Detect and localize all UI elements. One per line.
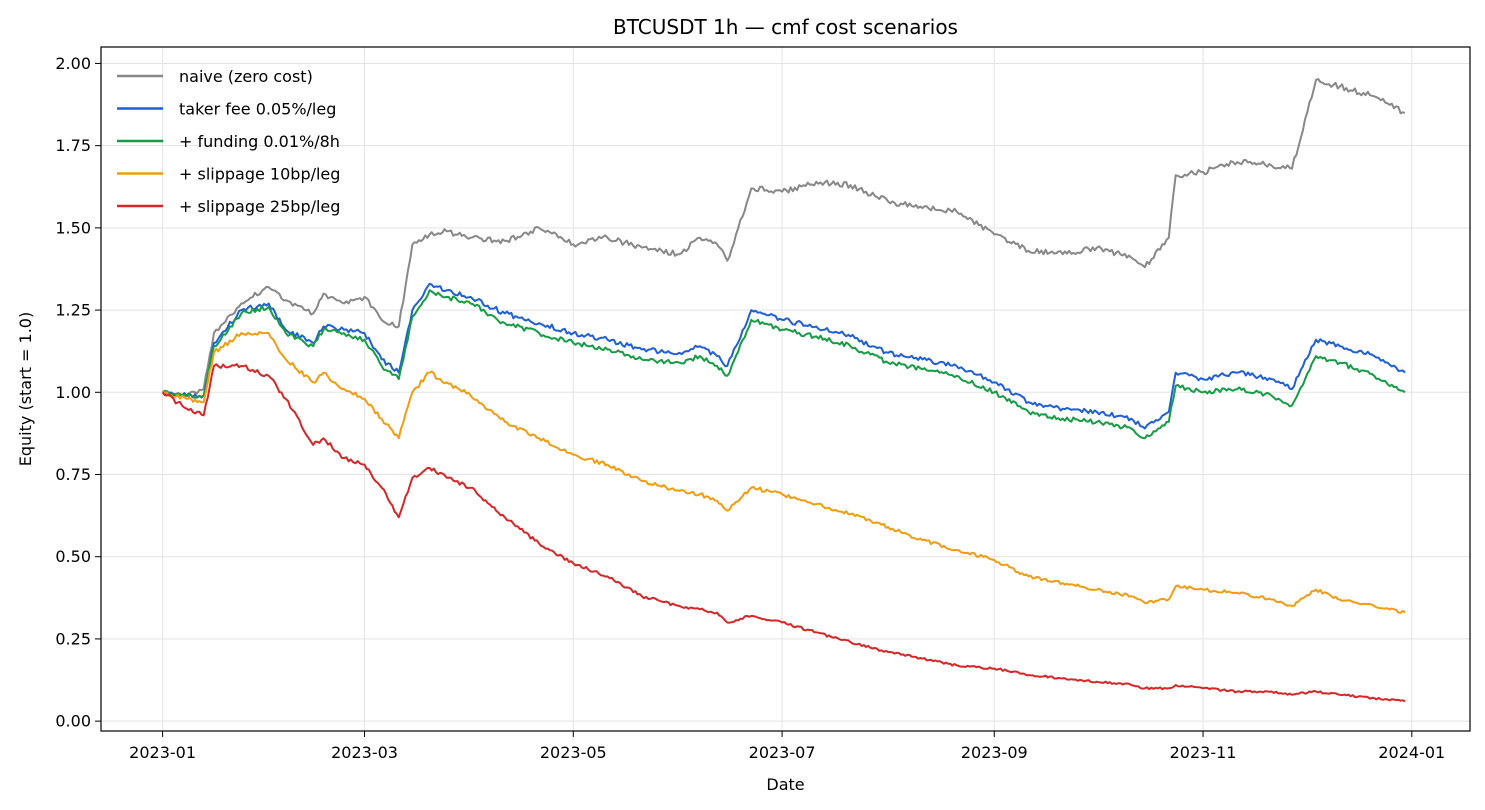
y-tick-label: 1.25 <box>55 301 91 320</box>
legend-entry: + slippage 25bp/leg <box>179 197 340 216</box>
legend-entry: naive (zero cost) <box>179 67 313 86</box>
x-tick-label: 2023-03 <box>331 743 398 762</box>
series-layer <box>161 78 1406 703</box>
legend-entry: + slippage 10bp/leg <box>179 165 340 184</box>
series-line <box>161 78 1406 399</box>
series-line <box>162 289 1406 440</box>
y-tick-label: 2.00 <box>55 54 91 73</box>
y-tick-label: 0.25 <box>55 629 91 648</box>
tick-layer: 0.00 0.25 0.50 0.75 1.00 1.25 1.50 1.75 2.00 2023… <box>55 54 1445 762</box>
x-tick-label: 2023-11 <box>1170 743 1237 762</box>
y-tick-label: 1.50 <box>55 218 91 237</box>
series-line <box>162 282 1406 430</box>
series-line <box>161 363 1406 703</box>
y-tick-label: 1.00 <box>55 383 91 402</box>
y-tick-label: 1.75 <box>55 136 91 155</box>
y-tick-label: 0.75 <box>55 465 91 484</box>
x-axis-label: Date <box>766 775 804 794</box>
plot-frame <box>100 46 1471 732</box>
legend: naive (zero cost) taker fee 0.05%/leg + fu… <box>117 67 340 216</box>
y-tick-label: 0.00 <box>55 712 91 731</box>
x-tick-label: 2024-01 <box>1378 743 1445 762</box>
x-tick-label: 2023-05 <box>540 743 607 762</box>
y-tick-label: 0.50 <box>55 547 91 566</box>
legend-entry: taker fee 0.05%/leg <box>179 100 336 119</box>
legend-entry: + funding 0.01%/8h <box>179 132 340 151</box>
y-axis-label: Equity (start = 1.0) <box>16 312 35 466</box>
grid-layer <box>101 47 1470 731</box>
x-tick-label: 2023-01 <box>129 743 196 762</box>
chart-title: BTCUSDT 1h — cmf cost scenarios <box>613 15 958 39</box>
series-line <box>162 331 1406 614</box>
x-tick-label: 2023-09 <box>961 743 1028 762</box>
x-tick-label: 2023-07 <box>749 743 816 762</box>
